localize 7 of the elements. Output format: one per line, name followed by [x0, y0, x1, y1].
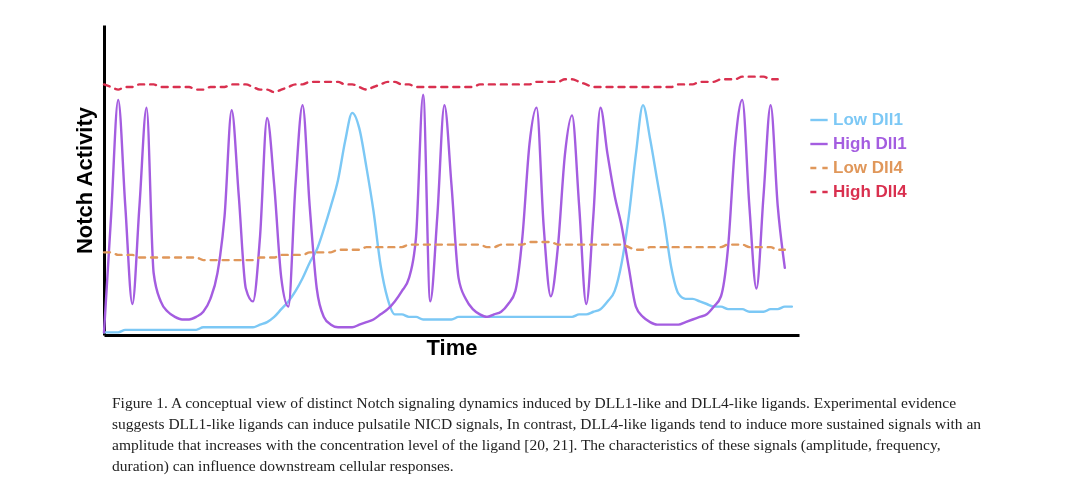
legend-label: Low Dll4: [833, 158, 904, 177]
legend-label: High Dll4: [833, 182, 908, 201]
legend-label: Low Dll1: [833, 110, 903, 129]
y-axis-title: Notch Activity: [71, 106, 97, 255]
caption: Figure 1. A conceptual view of distinct Notch signaling dynamics induced by DLL1-like and DLL4-like ligands. Experimental evidence suggests DLL1-like ligands can induce pulsatile NICD signals, In contrast, DLL4-like ligands tend to induce more sustained signals with an amplitude that increases with the concentration level of the ligand [20, 21]. The characteristics of these signals (amplitude, frequency, duration) can influence downstream cellular responses.: [112, 393, 983, 476]
x-axis-title: Time: [426, 334, 478, 360]
legend-label: High Dll1: [833, 134, 907, 153]
